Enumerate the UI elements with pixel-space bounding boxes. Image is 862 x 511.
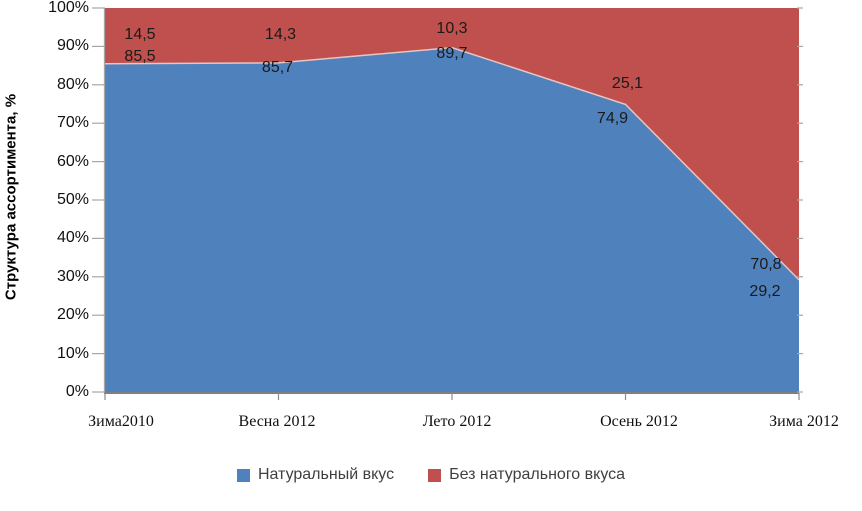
y-axis-tick-label: 20% — [56, 306, 89, 324]
legend-item-label: Без натурального вкуса — [449, 466, 626, 483]
data-label-natural: 85,7 — [261, 58, 294, 76]
data-label-non-natural: 70,8 — [750, 255, 782, 273]
data-label-non-natural: 14,3 — [264, 25, 297, 43]
y-axis-tick-label: 10% — [56, 344, 89, 362]
x-axis-category-label: Осень 2012 — [600, 413, 678, 430]
x-axis-category-label: Весна 2012 — [238, 413, 316, 430]
legend: Натуральный вкус Без натурального вкуса — [0, 466, 862, 484]
y-axis-tick-label: 40% — [56, 229, 89, 247]
y-axis-tick-label: 60% — [56, 152, 89, 170]
y-axis-tick-label: 50% — [56, 191, 89, 208]
data-label-natural: 29,2 — [749, 282, 781, 300]
x-axis-category-label: Зима2010 — [88, 413, 154, 430]
y-axis-tick-label: 70% — [56, 114, 89, 132]
y-axis-tick-label: 0% — [65, 383, 89, 400]
y-axis-tick-label: 100% — [48, 0, 89, 16]
legend-item-label: Натуральный вкус — [257, 466, 395, 483]
data-label-natural: 89,7 — [436, 44, 468, 62]
y-axis-tick-label: 80% — [56, 75, 89, 93]
data-label-non-natural: 25,1 — [611, 75, 644, 93]
y-axis-tick-label: 30% — [56, 267, 89, 285]
series-area-non-natural — [105, 8, 799, 280]
data-label-natural: 85,5 — [124, 47, 156, 65]
legend-item: Без натурального вкуса — [428, 466, 625, 484]
data-label-natural: 74,9 — [596, 110, 629, 128]
series-area-natural — [105, 47, 799, 392]
legend-item: Натуральный вкус — [236, 466, 395, 484]
x-axis-category-label: Лето 2012 — [422, 413, 492, 430]
data-label-non-natural: 10,3 — [436, 19, 468, 37]
x-axis-category-label: Зима 2012 — [769, 413, 839, 430]
series-boundary-line — [104, 46, 800, 281]
legend-color-swatch-icon — [428, 468, 442, 482]
y-axis-tick-label: 90% — [56, 37, 89, 55]
data-label-non-natural: 14,5 — [124, 25, 156, 43]
legend-color-swatch-icon — [236, 468, 250, 482]
